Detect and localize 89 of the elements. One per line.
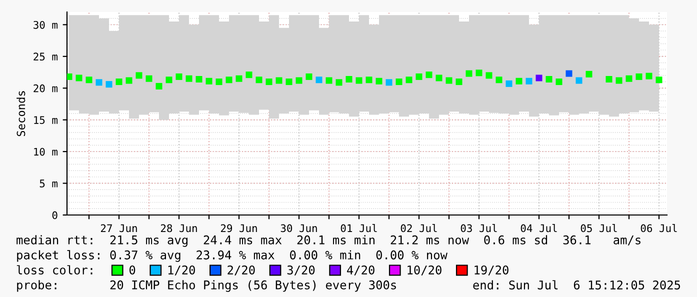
point bbox=[546, 76, 552, 82]
x-tick-label: 05 Jul bbox=[580, 224, 617, 232]
point bbox=[346, 76, 352, 82]
point bbox=[426, 72, 432, 78]
point bbox=[196, 76, 202, 82]
point bbox=[176, 73, 182, 80]
point bbox=[186, 75, 192, 82]
legend-label: 2/20 bbox=[228, 265, 255, 276]
point bbox=[376, 78, 382, 84]
point bbox=[106, 81, 112, 88]
point bbox=[456, 78, 462, 86]
y-tick-label: 15 m bbox=[34, 116, 58, 124]
point bbox=[606, 76, 612, 82]
point bbox=[646, 72, 652, 80]
point bbox=[486, 72, 492, 79]
point bbox=[86, 76, 92, 84]
point bbox=[616, 77, 622, 84]
point bbox=[446, 77, 452, 84]
point bbox=[566, 70, 572, 77]
point bbox=[436, 74, 442, 82]
legend-label: 4/20 bbox=[347, 265, 374, 276]
x-tick-label: 06 Jul bbox=[640, 224, 677, 232]
point bbox=[116, 78, 122, 86]
point bbox=[236, 75, 242, 82]
legend-label: 10/20 bbox=[408, 265, 442, 276]
point bbox=[96, 79, 102, 86]
x-tick-label: 30 Jun bbox=[280, 224, 317, 232]
point bbox=[506, 80, 512, 87]
point bbox=[306, 73, 312, 80]
point bbox=[496, 76, 502, 84]
point bbox=[326, 77, 332, 84]
point bbox=[266, 78, 272, 86]
x-tick-label: 02 Jul bbox=[400, 224, 437, 232]
x-tick-label: 04 Jul bbox=[520, 224, 557, 232]
y-tick-label: 20 m bbox=[34, 84, 58, 92]
legend-title: loss color: bbox=[16, 265, 92, 274]
point bbox=[586, 70, 592, 78]
point bbox=[286, 78, 292, 86]
y-tick-label: 30 m bbox=[34, 20, 58, 29]
point bbox=[146, 75, 152, 82]
point bbox=[356, 77, 362, 84]
point bbox=[656, 76, 662, 84]
point bbox=[246, 72, 252, 78]
point bbox=[296, 77, 302, 84]
y-tick-label: 10 m bbox=[34, 148, 58, 156]
text: end: Sun Jul 6 15:12:05 2025 bbox=[473, 280, 680, 290]
text: median rtt: 21.5 ms avg 24.4 ms max 20.1 ms min 21.2 ms now 0.6 ms sd 36.1 am/s bbox=[16, 235, 640, 247]
point bbox=[526, 78, 532, 84]
point bbox=[206, 78, 212, 84]
point bbox=[216, 78, 222, 86]
point bbox=[336, 79, 342, 86]
legend-label: 3/20 bbox=[287, 265, 315, 276]
y-axis-title: Seconds bbox=[16, 91, 26, 136]
point bbox=[476, 70, 482, 76]
y-tick-label: 5 m bbox=[40, 180, 58, 188]
x-tick-label: 27 Jun bbox=[100, 224, 137, 232]
point bbox=[406, 76, 412, 84]
x-tick-label: 01 Jul bbox=[340, 224, 377, 232]
point bbox=[126, 77, 132, 84]
point bbox=[67, 73, 72, 80]
point bbox=[366, 76, 372, 84]
point bbox=[256, 76, 262, 84]
point bbox=[156, 82, 162, 90]
point bbox=[536, 74, 542, 82]
x-tick-label: 28 Jun bbox=[160, 224, 197, 232]
point bbox=[576, 77, 582, 84]
point bbox=[636, 73, 642, 80]
point bbox=[516, 78, 522, 84]
text: probe: 20 ICMP Echo Pings (56 Bytes) every 300s bbox=[17, 280, 396, 292]
point bbox=[416, 73, 422, 80]
point bbox=[316, 76, 322, 84]
point bbox=[466, 70, 472, 77]
point bbox=[226, 76, 232, 84]
point bbox=[386, 79, 392, 86]
y-tick-label: 25 m bbox=[34, 52, 58, 61]
legend-label: 19/20 bbox=[474, 265, 508, 276]
point bbox=[626, 75, 632, 82]
legend-label: 1/20 bbox=[168, 265, 195, 276]
text: packet loss: 0.37 % avg 23.94 % max 0.00 % min 0.00 % now bbox=[17, 250, 448, 262]
legend-label: 0 bbox=[130, 265, 136, 274]
x-tick-label: 03 Jul bbox=[460, 224, 497, 232]
point bbox=[76, 74, 82, 82]
x-tick-label: 29 Jun bbox=[220, 224, 257, 232]
point bbox=[166, 76, 172, 84]
point bbox=[276, 77, 282, 84]
point bbox=[556, 78, 562, 86]
point bbox=[396, 78, 402, 86]
y-tick-label: 0 bbox=[52, 211, 58, 220]
point bbox=[136, 72, 142, 79]
